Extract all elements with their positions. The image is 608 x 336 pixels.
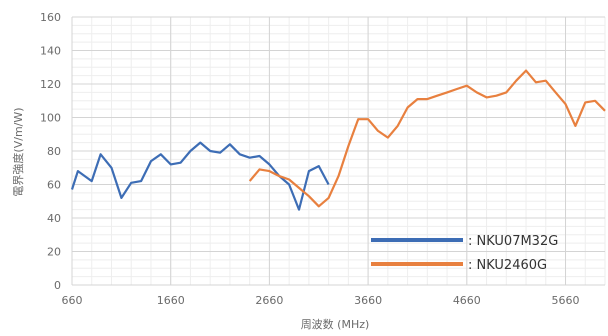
series-lines — [70, 69, 606, 211]
y-tick-label: 120 — [40, 78, 61, 91]
y-tick-label: 20 — [47, 246, 61, 259]
x-tick-label: 1660 — [157, 294, 185, 307]
y-tick-label: 80 — [47, 145, 61, 158]
series-line-2 — [248, 69, 606, 208]
legend-label: : NKU07M32G — [468, 234, 558, 249]
y-tick-label: 140 — [40, 45, 61, 58]
x-tick-label: 4660 — [453, 294, 481, 307]
x-tick-label: 2660 — [255, 294, 283, 307]
legend: : NKU07M32G : NKU2460G — [371, 234, 558, 273]
x-axis-ticks: 660 1660 2660 3660 4660 5660 — [62, 294, 580, 307]
x-axis-title: 周波数 (MHz) — [301, 318, 370, 331]
x-tick-label: 660 — [62, 294, 83, 307]
legend-label: : NKU2460G — [468, 258, 547, 273]
y-tick-label: 160 — [40, 11, 61, 24]
y-tick-label: 40 — [47, 212, 61, 225]
series-line-1 — [70, 141, 330, 211]
x-tick-label: 5660 — [552, 294, 580, 307]
major-gridlines — [71, 16, 605, 286]
y-axis-ticks: 0 20 40 60 80 100 120 140 160 — [40, 11, 61, 292]
y-tick-label: 100 — [40, 112, 61, 125]
y-axis-title: 電界強度(V/m/W) — [11, 107, 25, 196]
y-tick-label: 60 — [47, 179, 61, 192]
x-tick-label: 3660 — [354, 294, 382, 307]
y-tick-label: 0 — [54, 279, 61, 292]
